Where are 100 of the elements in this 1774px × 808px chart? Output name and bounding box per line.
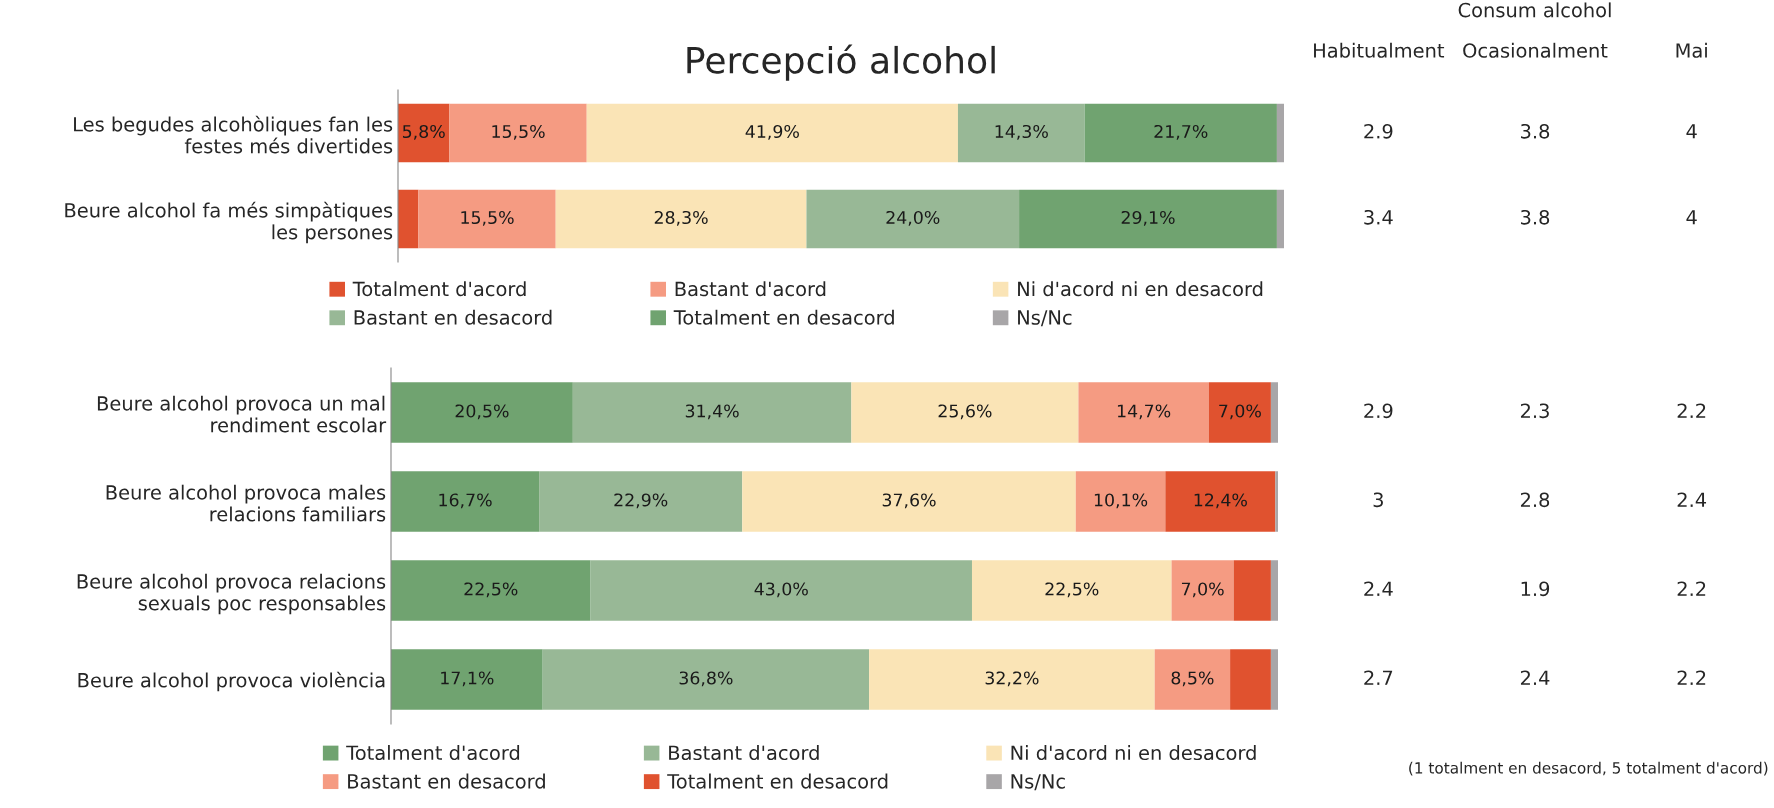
text: 2.3	[1520, 403, 1549, 419]
bar	[1276, 189, 1284, 249]
y-tick-label: Beure alcohol provoca violència	[78, 671, 385, 692]
bar	[1270, 560, 1278, 621]
data-label: 25,6%	[938, 404, 992, 420]
bar	[1270, 649, 1278, 710]
data-label: 24,0%	[886, 210, 940, 226]
bar	[1208, 382, 1271, 443]
legend-label: Totalment en desacord	[673, 309, 894, 325]
legend-label: Bastant d'acord	[675, 281, 826, 297]
y-tick-label: Les begudes alcohòliques fan les festes més divertides	[74, 115, 393, 154]
legend-label: Ns/Nc	[1011, 774, 1065, 791]
bar	[1154, 649, 1231, 710]
bar	[806, 189, 1020, 249]
data-label: 16,7%	[439, 493, 492, 509]
bar	[391, 382, 573, 443]
bar	[542, 649, 870, 710]
y-tick-label: Beure alcohol fa més simpàtiques les persones	[65, 201, 393, 244]
bar	[1084, 103, 1277, 163]
category-label: Mai	[1676, 42, 1707, 58]
data-label: 14,3%	[995, 124, 1048, 140]
text: 2.4	[1677, 492, 1707, 507]
bar	[586, 103, 958, 163]
text: 2.8	[1520, 492, 1550, 508]
bar	[1275, 471, 1278, 532]
data-label: 41,9%	[745, 124, 799, 140]
legend-label: Bastant d'acord	[669, 745, 819, 761]
data-label: 43,0%	[754, 582, 808, 598]
bar	[1233, 560, 1271, 621]
text: 2.9	[1364, 403, 1393, 419]
bar	[449, 103, 587, 163]
data-label: 29,1%	[1121, 210, 1175, 226]
text: 3.8	[1521, 123, 1550, 139]
legend-label: Bastant en desacord	[348, 773, 545, 789]
y-tick-label: Beure alcohol provoca relacions sexuals poc responsables	[77, 573, 386, 615]
data-label: 14,7%	[1117, 404, 1171, 420]
data-label: 15,5%	[461, 210, 514, 226]
bar	[971, 560, 1172, 621]
data-label: 5,8%	[402, 124, 445, 140]
bar	[1270, 382, 1278, 443]
legend-label: Ni d'acord ni en desacord	[1011, 745, 1256, 761]
bar	[590, 560, 972, 621]
bar	[1019, 189, 1277, 249]
bar	[398, 189, 419, 249]
bar	[555, 189, 807, 249]
data-label: 20,5%	[455, 404, 509, 420]
data-label: 22,5%	[464, 582, 518, 598]
y-tick-label: Beure alcohol provoca males relacions familiars	[106, 484, 386, 522]
data-label: 15,5%	[492, 124, 545, 140]
legend-label: Totalment d'acord	[352, 281, 526, 297]
bar	[391, 649, 543, 710]
bar	[1165, 471, 1276, 532]
category-label: Ocasionalment	[1463, 42, 1608, 58]
legend-label: Totalment d'acord	[346, 745, 520, 761]
text: (1 totalment en desacord, 5 totalment d'acord)	[1409, 761, 1768, 776]
legend-label: Ns/Nc	[1018, 310, 1072, 327]
bar	[1078, 382, 1209, 443]
data-label: 22,5%	[1045, 582, 1099, 598]
bar	[398, 103, 450, 163]
data-label: 21,7%	[1154, 124, 1208, 140]
data-label: 22,9%	[614, 493, 668, 509]
data-label: 8,5%	[1171, 671, 1214, 687]
text: 3.8	[1521, 209, 1550, 225]
chart-title: Percepció alcohol	[687, 44, 995, 81]
text: 2.2	[1677, 403, 1706, 418]
bar	[851, 382, 1079, 443]
bar	[742, 471, 1076, 532]
bar	[391, 560, 591, 621]
data-label: 7,0%	[1181, 582, 1224, 598]
data-label: 31,4%	[685, 404, 739, 420]
category-label: Habitualment	[1314, 42, 1445, 58]
text: 4	[1686, 210, 1697, 225]
bar	[1075, 471, 1166, 532]
text: 2.4	[1364, 581, 1393, 596]
bar	[1230, 649, 1271, 710]
data-label: 37,6%	[882, 493, 936, 509]
data-label: 32,2%	[985, 671, 1039, 687]
text: 1.9	[1521, 581, 1550, 597]
text: 2.4	[1520, 670, 1550, 685]
bar	[1276, 103, 1284, 163]
text: 2.2	[1677, 670, 1706, 685]
data-label: 28,3%	[654, 210, 708, 226]
bar	[539, 471, 743, 532]
bar	[869, 649, 1155, 710]
data-label: 7,0%	[1219, 404, 1261, 420]
bar	[572, 382, 852, 443]
text: 2.9	[1364, 123, 1393, 139]
text: 4	[1686, 124, 1697, 139]
legend-label: Bastant en desacord	[354, 309, 552, 325]
text: 2.2	[1677, 581, 1706, 596]
data-label: 17,1%	[441, 671, 494, 687]
text: 3.4	[1364, 209, 1393, 225]
text: 3	[1373, 492, 1383, 508]
bar	[391, 471, 540, 532]
bar	[957, 103, 1085, 163]
text: 2.7	[1364, 670, 1393, 685]
data-label: 10,1%	[1094, 493, 1148, 509]
data-label: 12,4%	[1194, 493, 1247, 509]
y-tick-label: Beure alcohol provoca un mal rendiment escolar	[97, 395, 387, 433]
data-label: 36,8%	[679, 671, 733, 687]
